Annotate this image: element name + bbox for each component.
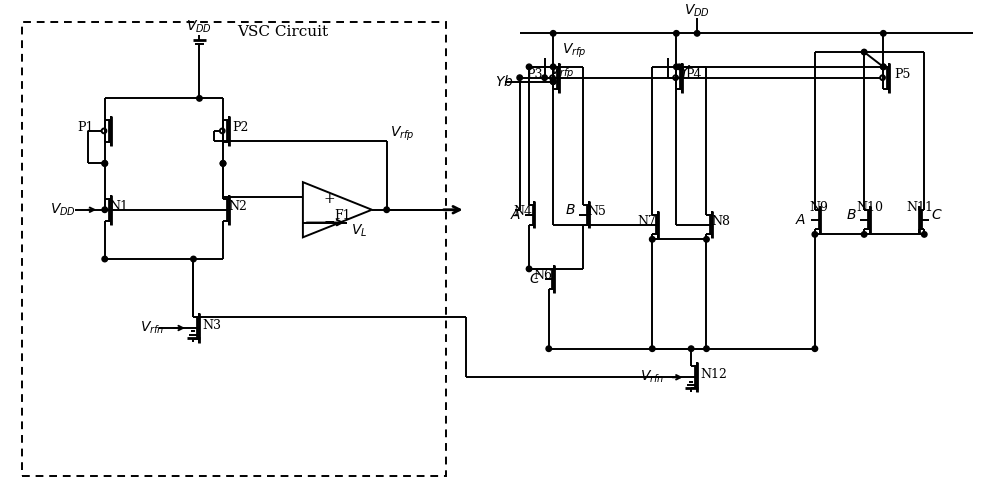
Circle shape	[191, 256, 196, 262]
Text: N8: N8	[711, 215, 730, 228]
Circle shape	[546, 346, 552, 351]
Circle shape	[102, 207, 108, 213]
Circle shape	[102, 256, 108, 262]
Text: $-$: $-$	[323, 214, 336, 228]
Text: $B$: $B$	[565, 203, 576, 217]
Text: $V_{rfn}$: $V_{rfn}$	[140, 320, 165, 336]
Text: P3: P3	[526, 68, 543, 81]
Circle shape	[694, 31, 700, 36]
Text: N1: N1	[110, 200, 129, 214]
Circle shape	[881, 64, 886, 69]
Text: N9: N9	[809, 201, 828, 215]
Circle shape	[812, 346, 818, 351]
Circle shape	[922, 232, 927, 237]
Text: N10: N10	[856, 201, 883, 215]
Circle shape	[650, 237, 655, 242]
Text: $C$: $C$	[931, 208, 943, 222]
Text: $C$: $C$	[529, 272, 541, 286]
Text: $Y$: $Y$	[679, 64, 692, 80]
Text: $V_{DD}$: $V_{DD}$	[684, 2, 710, 19]
Circle shape	[881, 31, 886, 36]
Circle shape	[102, 161, 108, 166]
Text: $B$: $B$	[846, 208, 857, 222]
Text: N12: N12	[700, 368, 727, 381]
Circle shape	[861, 232, 867, 237]
Text: $V_{rfn}$: $V_{rfn}$	[640, 369, 664, 385]
Text: VSC Circuit: VSC Circuit	[238, 26, 329, 39]
Text: $V_{DD}$: $V_{DD}$	[50, 202, 76, 218]
Text: $V_{rfp}$: $V_{rfp}$	[562, 42, 586, 60]
Text: $A$: $A$	[510, 208, 521, 222]
Circle shape	[384, 207, 389, 213]
Circle shape	[102, 161, 108, 166]
Text: $V_L$: $V_L$	[351, 222, 367, 239]
Text: P4: P4	[685, 68, 702, 81]
Text: $A$: $A$	[795, 213, 807, 227]
Text: $Yb$: $Yb$	[495, 74, 514, 89]
Text: P1: P1	[77, 122, 93, 134]
Circle shape	[197, 95, 202, 101]
Circle shape	[881, 64, 886, 69]
Circle shape	[526, 266, 532, 272]
Circle shape	[650, 346, 655, 351]
Text: N6: N6	[533, 269, 552, 282]
Circle shape	[220, 161, 226, 166]
Circle shape	[550, 79, 556, 85]
Circle shape	[517, 75, 522, 80]
Circle shape	[677, 64, 682, 69]
Text: N2: N2	[228, 200, 247, 214]
Text: N3: N3	[202, 318, 221, 332]
Text: +: +	[324, 192, 335, 206]
Circle shape	[674, 64, 679, 69]
Text: $V_{rfp}$: $V_{rfp}$	[550, 62, 574, 81]
Text: N11: N11	[906, 201, 933, 215]
Text: F1: F1	[334, 209, 351, 222]
Text: N5: N5	[588, 205, 607, 218]
Text: $V_{DD}$: $V_{DD}$	[186, 18, 212, 34]
Circle shape	[220, 161, 226, 166]
Text: $V_{rfp}$: $V_{rfp}$	[390, 124, 414, 143]
Circle shape	[550, 64, 556, 69]
Text: P5: P5	[894, 68, 911, 81]
Circle shape	[704, 237, 709, 242]
Text: N4: N4	[514, 205, 533, 218]
Text: P2: P2	[232, 122, 248, 134]
Circle shape	[861, 49, 867, 55]
Circle shape	[812, 232, 818, 237]
Circle shape	[550, 79, 556, 85]
Circle shape	[526, 64, 532, 69]
Circle shape	[688, 346, 694, 351]
Circle shape	[550, 31, 556, 36]
Circle shape	[542, 75, 547, 80]
Text: N7: N7	[638, 215, 657, 228]
Circle shape	[704, 346, 709, 351]
Circle shape	[674, 31, 679, 36]
